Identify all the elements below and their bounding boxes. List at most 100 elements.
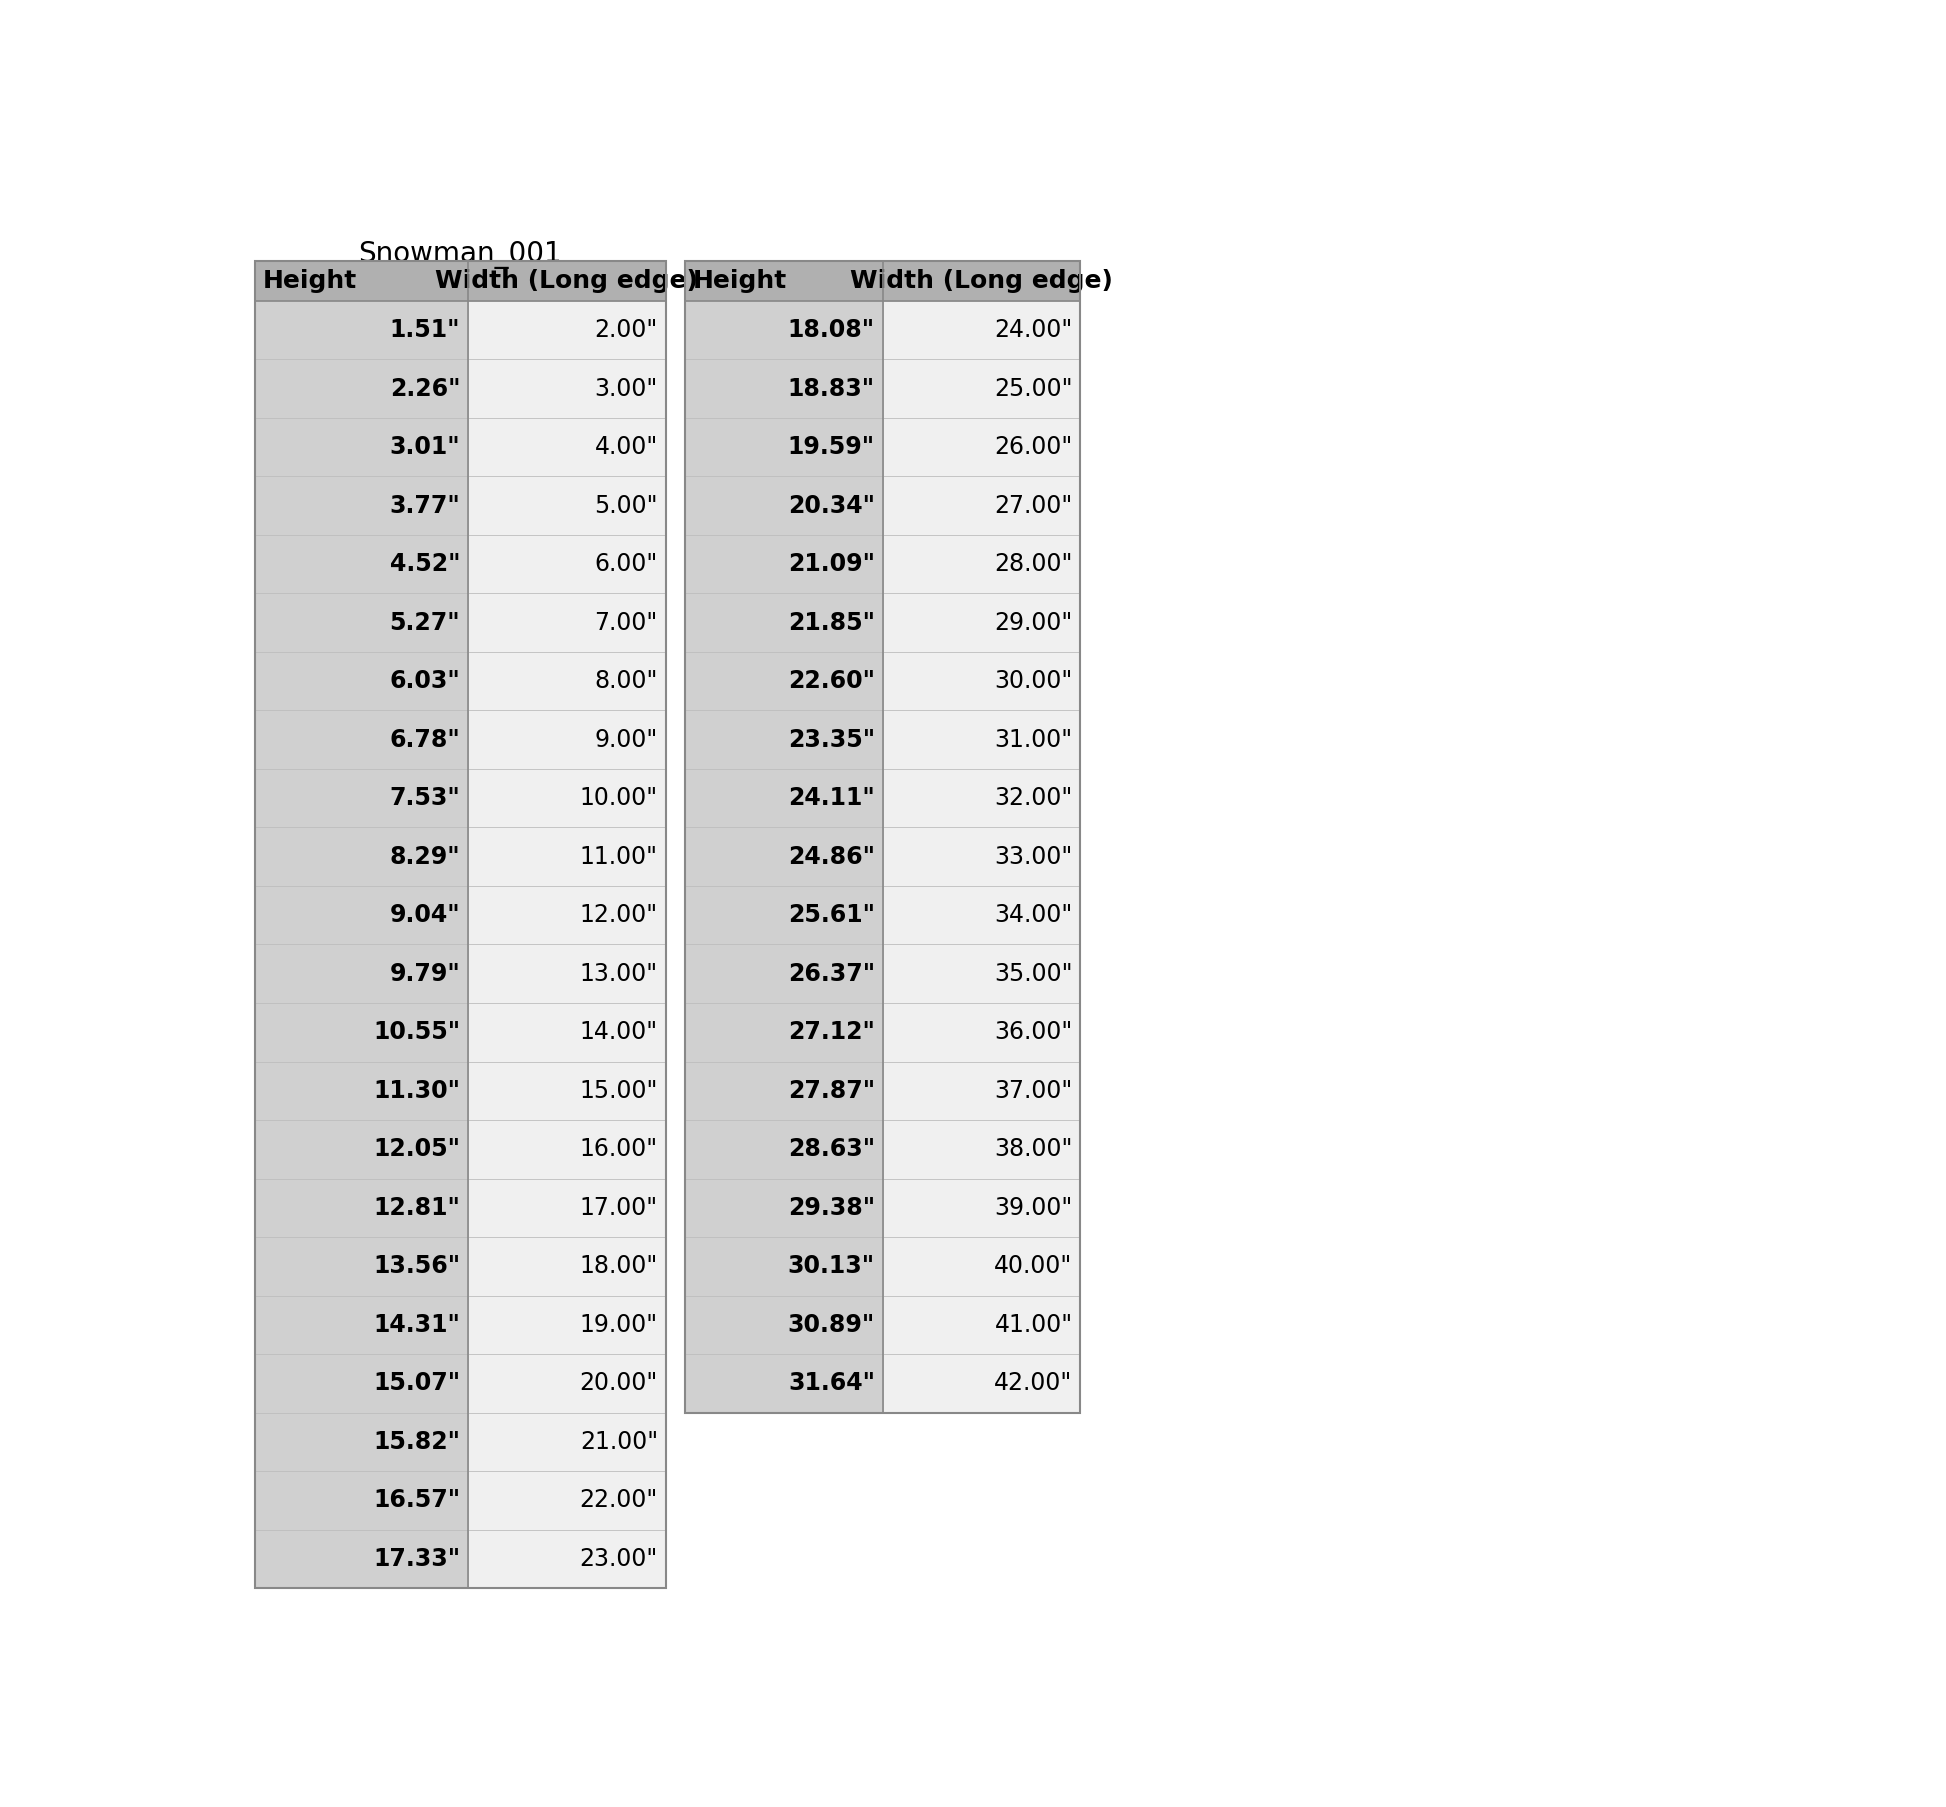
Bar (255, 300, 467, 360)
Bar (883, 945, 1080, 1003)
Bar (467, 477, 666, 535)
Bar (883, 535, 1080, 593)
Text: 19.59": 19.59" (788, 435, 876, 459)
Text: 39.00": 39.00" (994, 1196, 1072, 1220)
Text: Snowman_001: Snowman_001 (358, 242, 562, 269)
Text: 5.27": 5.27" (389, 611, 461, 634)
Bar (467, 1120, 666, 1178)
Bar (255, 260, 666, 300)
Bar (467, 770, 666, 828)
Bar (685, 593, 883, 652)
Text: 10.55": 10.55" (374, 1021, 461, 1044)
Bar (685, 770, 883, 828)
Text: 10.00": 10.00" (580, 786, 658, 810)
Bar (255, 1353, 467, 1413)
Text: 30.13": 30.13" (788, 1254, 876, 1278)
Text: 17.33": 17.33" (374, 1547, 461, 1570)
Text: 26.00": 26.00" (994, 435, 1072, 459)
Text: 5.00": 5.00" (594, 493, 658, 517)
Text: 29.00": 29.00" (994, 611, 1072, 634)
Text: 8.29": 8.29" (389, 844, 461, 869)
Bar (685, 477, 883, 535)
Bar (685, 1178, 883, 1238)
Text: 14.00": 14.00" (580, 1021, 658, 1044)
Bar (255, 828, 467, 885)
Text: 22.60": 22.60" (788, 669, 876, 694)
Text: 12.05": 12.05" (374, 1137, 461, 1162)
Text: 18.08": 18.08" (788, 318, 876, 342)
Bar (467, 417, 666, 477)
Bar (255, 652, 467, 710)
Bar (255, 1003, 467, 1061)
Text: 2.26": 2.26" (389, 376, 461, 401)
Text: 37.00": 37.00" (994, 1079, 1072, 1102)
Bar (467, 710, 666, 770)
Text: 21.85": 21.85" (788, 611, 876, 634)
Bar (467, 1353, 666, 1413)
Bar (467, 1413, 666, 1471)
Bar (255, 1178, 467, 1238)
Text: 1.51": 1.51" (389, 318, 461, 342)
Text: 15.00": 15.00" (580, 1079, 658, 1102)
Bar (685, 417, 883, 477)
Bar (255, 710, 467, 770)
Text: 35.00": 35.00" (994, 961, 1072, 987)
Bar (883, 1296, 1080, 1353)
Text: 3.01": 3.01" (389, 435, 461, 459)
Text: 13.00": 13.00" (580, 961, 658, 987)
Bar (467, 300, 666, 360)
Text: Height: Height (263, 269, 356, 293)
Bar (685, 360, 883, 417)
Text: 7.53": 7.53" (389, 786, 461, 810)
Text: 17.00": 17.00" (580, 1196, 658, 1220)
Text: 28.63": 28.63" (788, 1137, 876, 1162)
Bar (685, 260, 1080, 1413)
Text: 11.00": 11.00" (580, 844, 658, 869)
Bar (255, 770, 467, 828)
Bar (467, 885, 666, 945)
Bar (685, 828, 883, 885)
Bar (685, 710, 883, 770)
Bar (883, 885, 1080, 945)
Bar (467, 1003, 666, 1061)
Bar (255, 1296, 467, 1353)
Bar (255, 260, 666, 1588)
Text: 14.31": 14.31" (374, 1314, 461, 1337)
Text: 18.00": 18.00" (580, 1254, 658, 1278)
Bar (467, 1061, 666, 1120)
Text: 27.12": 27.12" (788, 1021, 876, 1044)
Text: Width (Long edge): Width (Long edge) (850, 269, 1113, 293)
Bar (883, 593, 1080, 652)
Text: 13.56": 13.56" (374, 1254, 461, 1278)
Text: Width (Long edge): Width (Long edge) (436, 269, 699, 293)
Bar (255, 477, 467, 535)
Bar (883, 360, 1080, 417)
Text: 16.57": 16.57" (374, 1489, 461, 1512)
Bar (883, 417, 1080, 477)
Bar (255, 1120, 467, 1178)
Bar (467, 360, 666, 417)
Text: 38.00": 38.00" (994, 1137, 1072, 1162)
Text: 24.00": 24.00" (994, 318, 1072, 342)
Text: 31.64": 31.64" (788, 1372, 876, 1395)
Text: 3.77": 3.77" (389, 493, 461, 517)
Bar (255, 535, 467, 593)
Bar (883, 477, 1080, 535)
Bar (467, 945, 666, 1003)
Text: 18.83": 18.83" (788, 376, 876, 401)
Bar (255, 885, 467, 945)
Bar (685, 1296, 883, 1353)
Text: 9.79": 9.79" (389, 961, 461, 987)
Text: 15.07": 15.07" (374, 1372, 461, 1395)
Bar (255, 945, 467, 1003)
Bar (685, 300, 883, 360)
Bar (255, 360, 467, 417)
Bar (467, 1296, 666, 1353)
Bar (255, 593, 467, 652)
Text: 29.38": 29.38" (788, 1196, 876, 1220)
Text: 4.00": 4.00" (595, 435, 658, 459)
Text: 9.04": 9.04" (389, 904, 461, 927)
Bar (255, 1471, 467, 1531)
Text: 42.00": 42.00" (994, 1372, 1072, 1395)
Text: 20.00": 20.00" (580, 1372, 658, 1395)
